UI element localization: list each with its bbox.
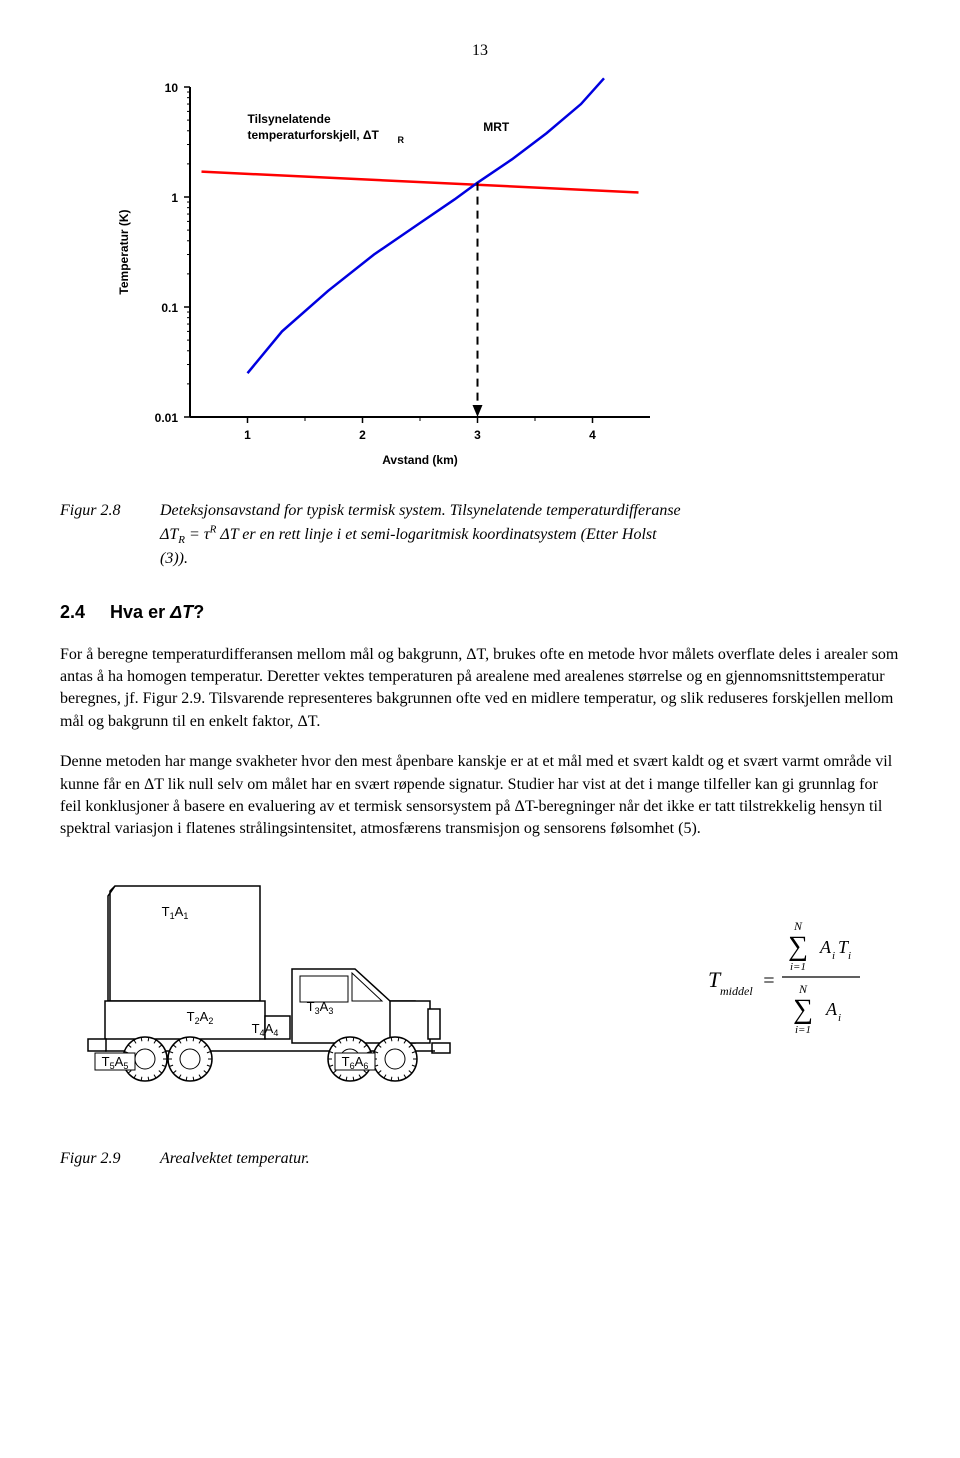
svg-text:3: 3: [474, 428, 481, 442]
svg-text:Avstand (km): Avstand (km): [382, 453, 458, 467]
page-number: 13: [60, 40, 900, 62]
svg-text:1: 1: [171, 191, 178, 205]
svg-text:2: 2: [359, 428, 366, 442]
svg-text:∑: ∑: [793, 994, 813, 1025]
svg-text:∑: ∑: [788, 931, 808, 962]
figure-2-9-caption: Figur 2.9 Arealvektet temperatur.: [60, 1148, 900, 1170]
svg-text:middel: middel: [720, 984, 753, 998]
formula-svg: T middel = N ∑ i=1 A i T i N ∑ i=1 A i: [700, 915, 900, 1045]
svg-text:i: i: [832, 950, 835, 962]
svg-text:A: A: [825, 999, 838, 1019]
caption-eq-tail: er en rett linje i et semi-logaritmisk k…: [242, 526, 656, 543]
svg-text:1: 1: [244, 428, 251, 442]
svg-text:0.1: 0.1: [161, 301, 178, 315]
caption-line-1: Deteksjonsavstand for typisk termisk sys…: [160, 502, 681, 519]
svg-text:i=1: i=1: [790, 961, 806, 973]
figure-2-8-caption: Figur 2.8 Deteksjonsavstand for typisk t…: [60, 500, 900, 571]
svg-text:10: 10: [165, 81, 179, 95]
figure-2-9-label: Figur 2.9: [60, 1148, 160, 1170]
section-title: Hva er ΔT?: [110, 602, 204, 622]
paragraph-2: Denne metoden har mange svakheter hvor d…: [60, 751, 900, 841]
section-heading-2-4: 2.4 Hva er ΔT?: [60, 600, 900, 625]
figure-2-8-label: Figur 2.8: [60, 500, 160, 522]
chart-svg: 0.01 0.1 1 10 1 2 3 4 Avstand (km) Temperatur (K)…: [110, 72, 670, 472]
svg-text:=: =: [762, 970, 776, 992]
figure-2-9-row: TATAT1A1T2A2T3A3T4A4T5A5T6A6 T middel = …: [60, 861, 900, 1108]
svg-text:Temperatur (K): Temperatur (K): [117, 210, 131, 295]
svg-text:0.01: 0.01: [155, 411, 179, 425]
caption-line-3: (3)).: [160, 550, 188, 567]
svg-text:i: i: [848, 950, 851, 962]
t-middel-formula: T middel = N ∑ i=1 A i T i N ∑ i=1 A i: [700, 915, 900, 1053]
svg-text:4: 4: [589, 428, 596, 442]
svg-text:A: A: [819, 937, 832, 957]
paragraph-1: For å beregne temperaturdifferansen mell…: [60, 644, 900, 734]
truck-diagram: TATAT1A1T2A2T3A3T4A4T5A5T6A6: [60, 861, 490, 1108]
svg-text:Tilsynelatende: Tilsynelatende: [248, 112, 331, 126]
svg-text:i=1: i=1: [795, 1024, 811, 1036]
figure-2-8-chart: 0.01 0.1 1 10 1 2 3 4 Avstand (km) Temperatur (K)…: [110, 72, 900, 479]
figure-2-9-text: Arealvektet temperatur.: [160, 1148, 310, 1170]
svg-text:MRT: MRT: [483, 120, 510, 134]
figure-2-8-text: Deteksjonsavstand for typisk termisk sys…: [160, 500, 681, 571]
svg-text:i: i: [838, 1012, 841, 1024]
truck-svg: TATAT1A1T2A2T3A3T4A4T5A5T6A6: [60, 861, 490, 1101]
svg-text:R: R: [398, 135, 405, 145]
svg-text:temperaturforskjell, ΔT: temperaturforskjell, ΔT: [248, 128, 380, 142]
section-number: 2.4: [60, 602, 85, 622]
caption-equation: ΔTR = τR ΔT er en rett linje i et semi-l…: [160, 526, 657, 543]
